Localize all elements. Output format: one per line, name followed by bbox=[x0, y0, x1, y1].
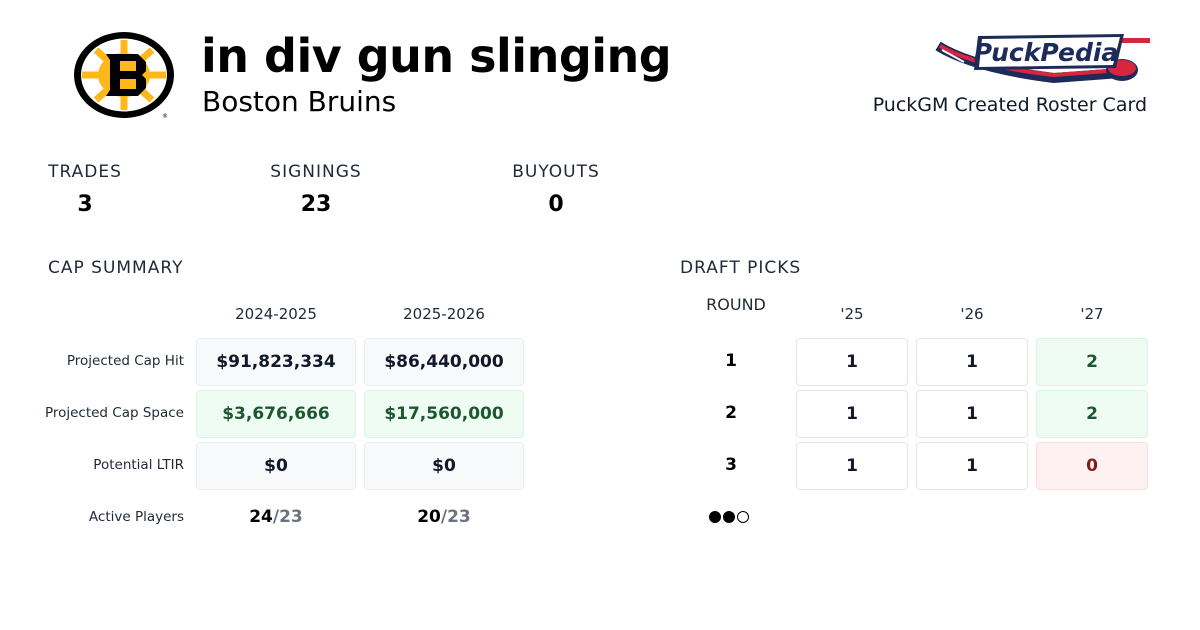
stat-value: 0 bbox=[548, 192, 564, 217]
year-header: '26 bbox=[960, 305, 984, 323]
dot-filled-icon bbox=[709, 511, 721, 523]
season-header: 2024-2025 bbox=[235, 305, 317, 323]
svg-text:®: ® bbox=[162, 113, 168, 120]
round-number: 3 bbox=[725, 455, 737, 475]
cap-summary-title: CAP SUMMARY bbox=[48, 258, 184, 278]
active-player-max: /23 bbox=[272, 507, 303, 527]
pick-cell: 1 bbox=[916, 338, 1028, 386]
team-name: Boston Bruins bbox=[202, 85, 397, 118]
puckpedia-logo-icon: PuckPedia bbox=[935, 34, 1150, 84]
pick-cell: 1 bbox=[796, 390, 908, 438]
year-header: '25 bbox=[840, 305, 864, 323]
stat-signings: SIGNINGS 23 bbox=[269, 162, 363, 217]
round-header: ROUND bbox=[706, 295, 766, 314]
ltir-cell: $0 bbox=[364, 442, 524, 490]
active-players-value: 24/23 bbox=[196, 507, 356, 527]
cap-space-cell: $17,560,000 bbox=[364, 390, 524, 438]
row-label-cap-hit: Projected Cap Hit bbox=[66, 353, 184, 369]
brand-caption: PuckGM Created Roster Card bbox=[872, 94, 1147, 116]
active-player-count: 20 bbox=[417, 507, 441, 527]
year-header: '27 bbox=[1080, 305, 1104, 323]
stat-value: 23 bbox=[300, 192, 332, 217]
pick-cell: 1 bbox=[796, 442, 908, 490]
boston-bruins-logo-icon: ® bbox=[74, 32, 174, 120]
stat-buyouts: BUYOUTS 0 bbox=[510, 162, 602, 217]
cap-hit-cell: $86,440,000 bbox=[364, 338, 524, 386]
stat-label: SIGNINGS bbox=[270, 162, 362, 182]
row-label-ltir: Potential LTIR bbox=[93, 457, 184, 473]
pick-cell: 1 bbox=[916, 442, 1028, 490]
dot-empty-icon bbox=[737, 511, 749, 523]
season-header: 2025-2026 bbox=[403, 305, 485, 323]
pick-cell: 2 bbox=[1036, 338, 1148, 386]
puckpedia-logo: PuckPedia bbox=[934, 28, 1152, 92]
stat-label: TRADES bbox=[48, 162, 122, 182]
svg-text:PuckPedia: PuckPedia bbox=[974, 38, 1119, 67]
ltir-cell: $0 bbox=[196, 442, 356, 490]
round-number: 1 bbox=[725, 351, 737, 371]
roster-card-title: in div gun slinging bbox=[201, 29, 672, 83]
round-number: 2 bbox=[725, 403, 737, 423]
stat-value: 3 bbox=[77, 192, 93, 217]
pick-cell: 2 bbox=[1036, 390, 1148, 438]
pick-cell: 0 bbox=[1036, 442, 1148, 490]
stat-label: BUYOUTS bbox=[512, 162, 600, 182]
cap-hit-cell: $91,823,334 bbox=[196, 338, 356, 386]
pick-cell: 1 bbox=[796, 338, 908, 386]
draft-picks-title: DRAFT PICKS bbox=[680, 258, 802, 278]
active-players-value: 20/23 bbox=[364, 507, 524, 527]
row-label-active-players: Active Players bbox=[88, 509, 184, 525]
active-player-count: 24 bbox=[249, 507, 273, 527]
pagination-dots bbox=[709, 511, 749, 523]
pick-cell: 1 bbox=[916, 390, 1028, 438]
row-label-cap-space: Projected Cap Space bbox=[44, 405, 184, 421]
cap-space-cell: $3,676,666 bbox=[196, 390, 356, 438]
team-logo: ® bbox=[72, 30, 178, 120]
active-player-max: /23 bbox=[440, 507, 471, 527]
dot-filled-icon bbox=[723, 511, 735, 523]
stat-trades: TRADES 3 bbox=[48, 162, 122, 217]
